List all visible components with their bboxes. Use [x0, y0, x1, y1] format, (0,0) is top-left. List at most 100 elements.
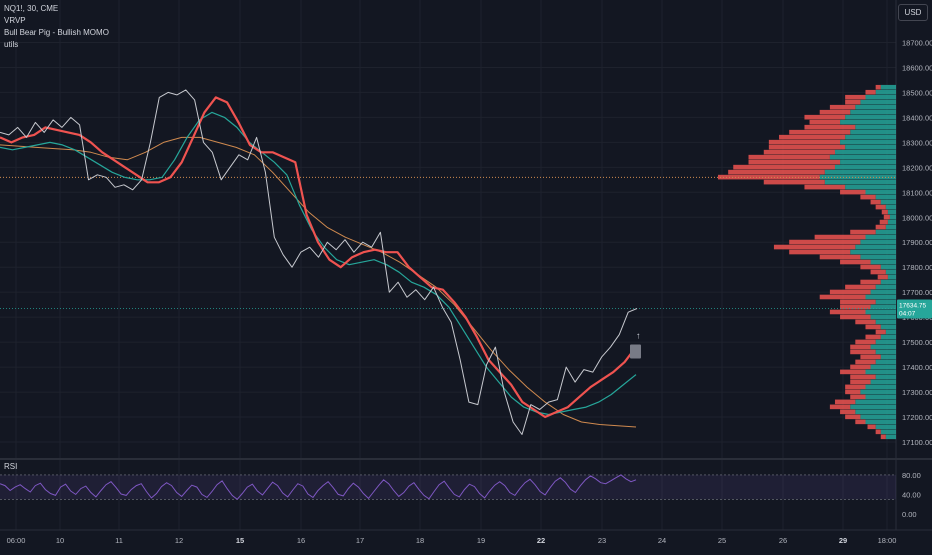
volume-profile-bar-down — [768, 139, 841, 145]
volume-profile-bar-up — [885, 269, 896, 275]
volume-profile-bar-up — [885, 434, 896, 440]
volume-profile-bar-up — [819, 174, 896, 180]
volume-profile-bar-down — [845, 389, 861, 395]
volume-profile-bar-down — [875, 204, 886, 210]
volume-profile-bar-down — [881, 209, 888, 215]
volume-profile-bar-down — [867, 424, 876, 430]
volume-profile-bar-up — [887, 209, 896, 215]
volume-profile-bar-up — [885, 224, 896, 230]
time-axis-label: 23 — [598, 536, 606, 545]
time-axis-label: 19 — [477, 536, 485, 545]
time-axis-label: 22 — [537, 536, 545, 545]
rsi-panel-label[interactable]: RSI — [4, 462, 18, 471]
volume-profile-bar-up — [875, 229, 896, 235]
volume-profile-bar-up — [885, 329, 896, 335]
volume-profile-bar-up — [855, 124, 896, 130]
volume-profile-bar-up — [840, 119, 896, 125]
volume-profile-bar-up — [865, 294, 896, 300]
indicator-label-utils[interactable]: utils — [4, 40, 19, 49]
volume-profile-bar-up — [870, 314, 896, 320]
indicator-label-vrvp[interactable]: VRVP — [4, 16, 26, 25]
signal-marker-icon — [630, 344, 641, 359]
price-axis-label: 18100.00 — [902, 188, 932, 197]
price-axis-label: 17400.00 — [902, 363, 932, 372]
volume-profile-bar-down — [768, 144, 846, 150]
volume-profile-bar-down — [789, 239, 861, 245]
volume-profile-bar-down — [814, 234, 866, 240]
volume-profile-bar-up — [875, 339, 896, 345]
volume-profile-bar-down — [845, 99, 861, 105]
volume-profile-bar-down — [840, 409, 856, 415]
volume-profile-bar-down — [850, 394, 866, 400]
price-axis-label: 18200.00 — [902, 163, 932, 172]
volume-profile-bar-down — [845, 384, 866, 390]
volume-profile-bar-up — [855, 104, 896, 110]
volume-profile-bar-up — [855, 244, 896, 250]
volume-profile-bar-down — [840, 189, 866, 195]
volume-profile-bar-up — [850, 129, 896, 135]
price-badge-countdown: 04:07 — [899, 310, 916, 317]
volume-profile-bar-down — [883, 214, 890, 220]
price-axis-label: 18500.00 — [902, 88, 932, 97]
time-axis-label: 10 — [56, 536, 64, 545]
volume-profile-bar-up — [875, 89, 896, 95]
volume-profile-bar-up — [850, 249, 896, 255]
volume-profile-bar-up — [875, 194, 896, 200]
volume-profile-bar-down — [829, 404, 851, 410]
volume-profile-bar-down — [845, 414, 861, 420]
volume-profile-bar-down — [855, 319, 876, 325]
time-axis-label: 18 — [416, 536, 424, 545]
price-axis-label: 18400.00 — [902, 113, 932, 122]
price-axis-label: 17500.00 — [902, 338, 932, 347]
volume-profile-bar-up — [870, 364, 896, 370]
volume-profile-bar-up — [824, 179, 896, 185]
volume-profile-bar-up — [870, 304, 896, 310]
volume-profile-bar-up — [870, 289, 896, 295]
volume-profile-bar-up — [855, 399, 896, 405]
currency-button[interactable]: USD — [898, 4, 928, 21]
volume-profile-bar-down — [865, 324, 881, 330]
time-axis-label: 25 — [718, 536, 726, 545]
price-axis-label: 17200.00 — [902, 413, 932, 422]
volume-profile-bar-down — [880, 434, 886, 440]
volume-profile-bar-down — [809, 119, 841, 125]
volume-profile-bar-up — [845, 184, 896, 190]
time-axis-label: 11 — [115, 536, 123, 545]
volume-profile-bar-up — [875, 349, 896, 355]
volume-profile-bar-down — [860, 264, 881, 270]
volume-profile-bar-up — [845, 144, 896, 150]
volume-profile-bar-down — [840, 314, 871, 320]
price-axis-label: 18600.00 — [902, 63, 932, 72]
price-badge-value: 17634.75 — [899, 302, 926, 309]
volume-profile-bar-up — [865, 394, 896, 400]
price-axis-label: 17300.00 — [902, 388, 932, 397]
volume-profile-bar-down — [829, 289, 871, 295]
volume-profile-bar-up — [840, 139, 896, 145]
price-badge-box — [897, 299, 932, 319]
volume-profile-bar-down — [850, 364, 871, 370]
indicator-label-bull-bear-pig[interactable]: Bull Bear Pig - Bullish MOMO — [4, 28, 109, 37]
volume-profile-bar-up — [860, 389, 896, 395]
volume-profile-bar-down — [845, 284, 876, 290]
price-axis-label: 17800.00 — [902, 263, 932, 272]
volume-profile-bar-up — [880, 334, 896, 340]
time-axis-label: 18:00 — [878, 536, 897, 545]
volume-profile-bar-up — [889, 214, 896, 220]
volume-profile-bar-up — [860, 99, 896, 105]
volume-profile-bar-down — [855, 339, 876, 345]
volume-profile-bar-down — [840, 304, 871, 310]
volume-profile-bar-down — [834, 399, 856, 405]
volume-profile-bar-up — [875, 319, 896, 325]
volume-profile-bar-down — [804, 114, 846, 120]
volume-profile-bar-down — [763, 179, 825, 185]
rsi-axis-label: 40.00 — [902, 490, 921, 499]
volume-profile-bar-down — [875, 329, 886, 335]
volume-profile-bar-down — [829, 309, 866, 315]
symbol-line[interactable]: NQ1!, 30, CME — [4, 4, 59, 13]
volume-profile-bar-up — [880, 264, 896, 270]
volume-profile-bar-up — [865, 94, 896, 100]
volume-profile-bar-up — [875, 299, 896, 305]
volume-profile-bar-down — [748, 154, 830, 160]
volume-profile-bar-up — [870, 259, 896, 265]
volume-profile-bar-up — [865, 369, 896, 375]
